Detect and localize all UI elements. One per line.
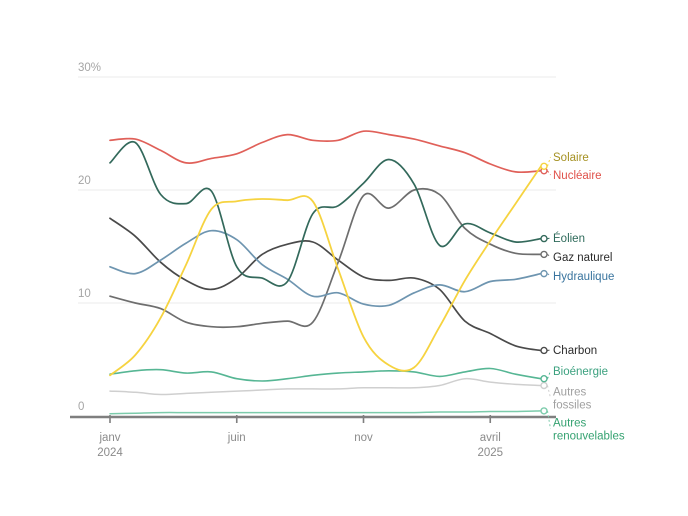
series-label-autres_fossiles: Autres fossiles — [553, 387, 592, 412]
series-end-marker-autres_renouvelables — [540, 407, 548, 415]
series-end-marker-charbon — [540, 346, 548, 355]
series-end-marker-eolien — [540, 234, 548, 243]
series-line-hydraulique — [109, 229, 542, 308]
y-axis-tick-label-30: 30% — [78, 62, 101, 74]
series-label-hydraulique: Hydraulique — [553, 271, 614, 283]
series-label-connector-gaz_naturel — [547, 254, 551, 258]
x-axis-tick-sublabel-2024: 2024 — [97, 447, 123, 459]
x-axis-tick-label-avril: avril — [480, 432, 501, 444]
series-line-nucleaire — [109, 130, 542, 174]
series-label-connector-hydraulique — [547, 273, 551, 277]
series-label-connector-bioenergie — [547, 370, 551, 379]
series-label-connector-nucleaire — [547, 170, 551, 176]
series-line-charbon — [109, 217, 542, 352]
series-label-connector-eolien — [547, 237, 551, 240]
series-line-bioenergie — [109, 367, 542, 382]
series-label-solaire: Solaire — [553, 152, 589, 164]
y-axis-tick-label-0: 0 — [78, 401, 84, 413]
series-end-marker-bioenergie — [540, 375, 548, 383]
series-label-connector-autres_renouvelables — [547, 410, 551, 430]
series-label-nucleaire: Nucléaire — [553, 170, 602, 182]
series-line-autres_renouvelables — [109, 410, 542, 415]
x-axis-tick-sublabel-2025: 2025 — [477, 447, 503, 459]
series-label-connector-solaire — [547, 156, 551, 167]
series-end-marker-gaz_naturel — [540, 250, 548, 259]
x-axis-tick-label-nov: nov — [354, 432, 373, 444]
series-line-eolien — [109, 140, 542, 287]
series-line-autres_fossiles — [109, 377, 542, 396]
series-label-autres_renouvelables: Autres renouvelables — [553, 418, 625, 443]
series-label-eolien: Éolien — [553, 232, 585, 245]
series-end-marker-solaire — [540, 162, 548, 170]
series-end-marker-autres_fossiles — [540, 381, 548, 390]
y-axis-tick-label-10: 10 — [78, 288, 91, 300]
series-end-marker-hydraulique — [540, 269, 548, 278]
series-label-bioenergie: Bioénergie — [553, 366, 608, 378]
series-label-connector-autres_fossiles — [547, 385, 551, 399]
series-label-gaz_naturel: Gaz naturel — [553, 252, 612, 264]
series-line-solaire — [109, 165, 542, 377]
series-label-charbon: Charbon — [553, 345, 597, 357]
series-line-gaz_naturel — [109, 187, 542, 329]
x-axis-tick-label-janv: janv — [98, 432, 120, 444]
x-axis-tick-label-juin: juin — [227, 432, 246, 444]
y-axis-tick-label-20: 20 — [78, 175, 91, 187]
